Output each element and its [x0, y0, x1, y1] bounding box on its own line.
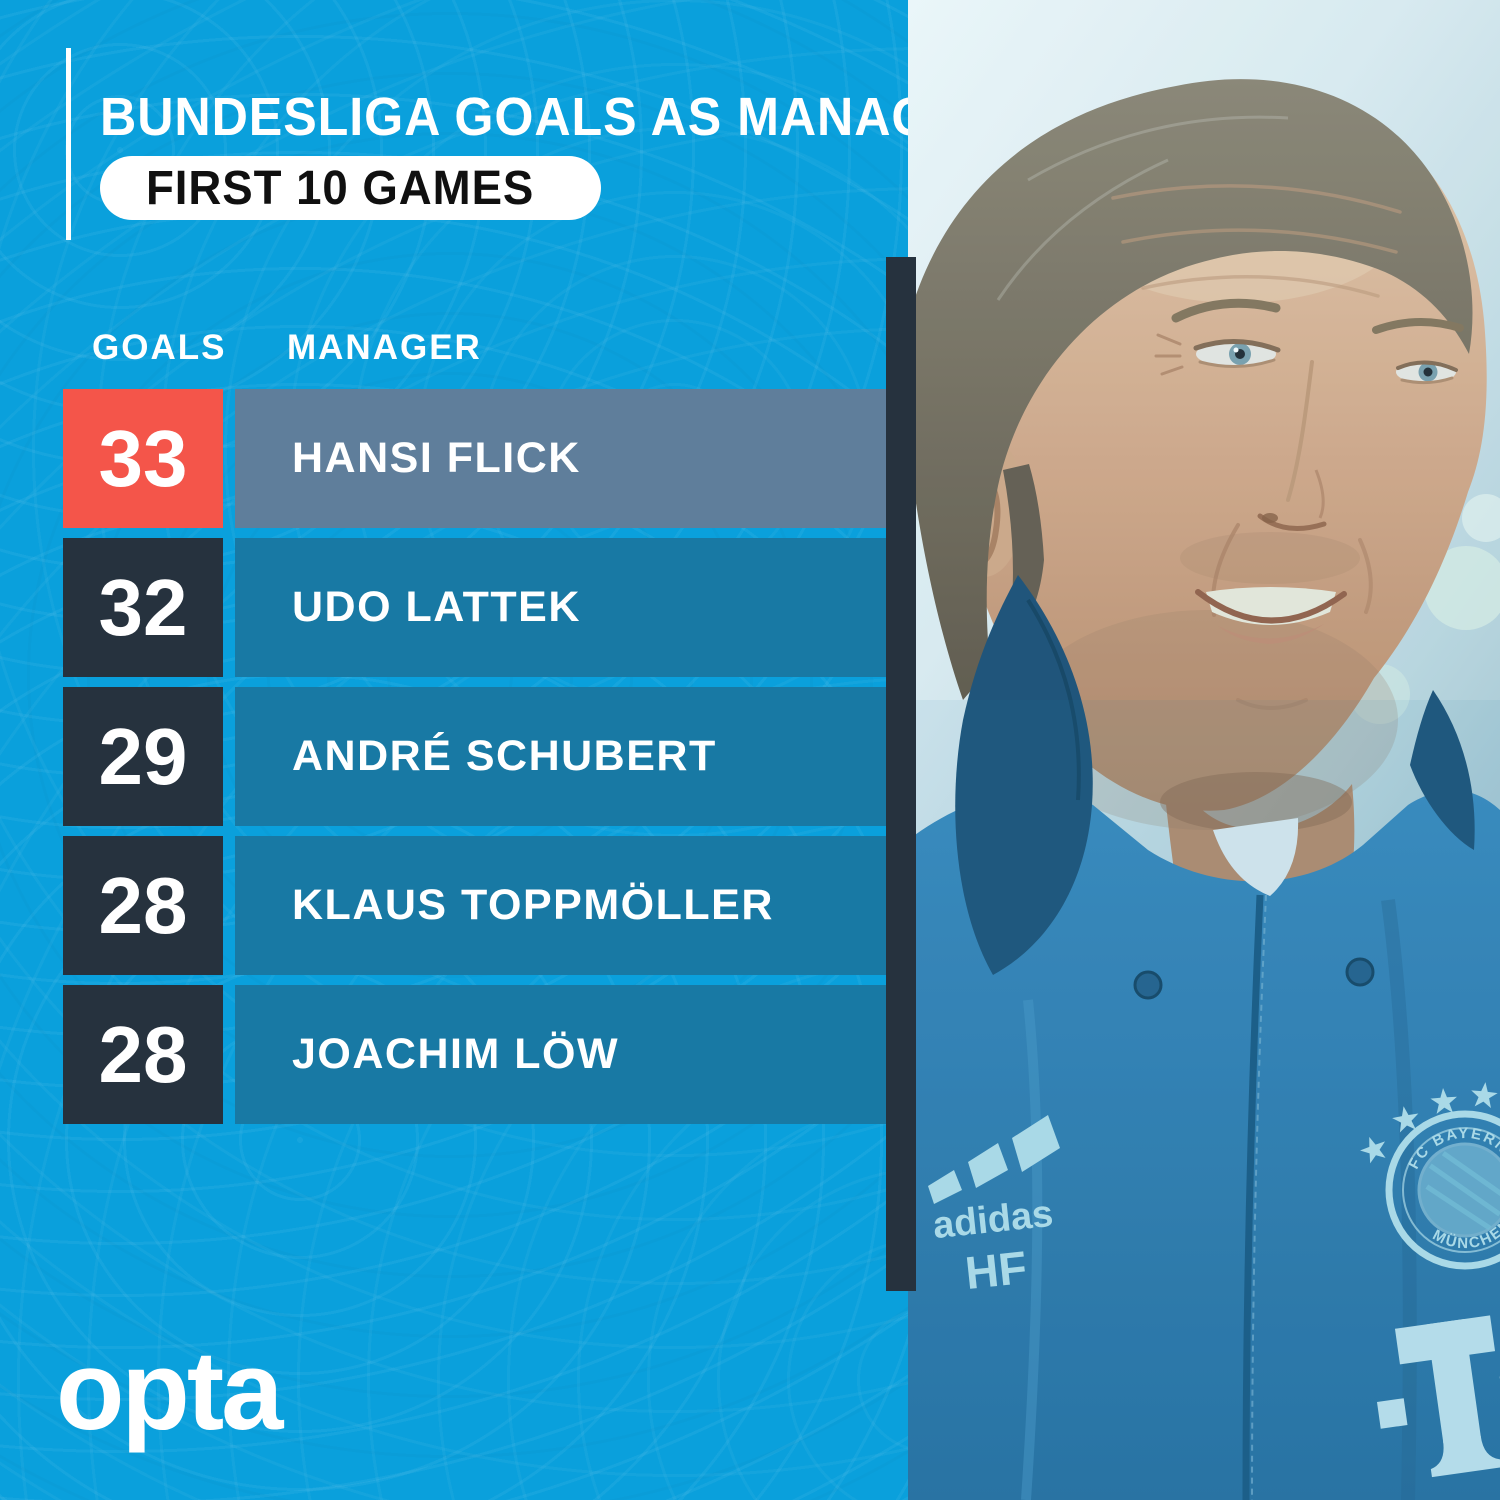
- manager-name: UDO LATTEK: [235, 538, 889, 677]
- shirt-collar: [1213, 818, 1299, 896]
- table-row: 29 ANDRÉ SCHUBERT: [63, 687, 889, 826]
- manager-photo-illustration: adidas HF FC BAYERN: [908, 0, 1500, 1500]
- snap-button: [1345, 957, 1375, 987]
- opta-logo: opta: [56, 1328, 283, 1453]
- manager-initials: HF: [963, 1241, 1029, 1299]
- manager-figure: [908, 79, 1487, 936]
- goals-value: 28: [63, 985, 223, 1124]
- jacket-collar-left: [955, 575, 1093, 975]
- snap-button: [1133, 970, 1163, 1000]
- jacket-collar-right: [1410, 690, 1475, 850]
- photo-tint-lower: [908, 700, 1500, 1500]
- table-row: 28 JOACHIM LÖW: [63, 985, 889, 1124]
- table-row: 28 KLAUS TOPPMÖLLER: [63, 836, 889, 975]
- table-row: 33 HANSI FLICK: [63, 389, 889, 528]
- eyes: [1193, 339, 1458, 385]
- manager-name: KLAUS TOPPMÖLLER: [235, 836, 889, 975]
- goals-value: 33: [63, 389, 223, 528]
- column-header-manager: MANAGER: [287, 328, 482, 367]
- page-title: BUNDESLIGA GOALS AS MANAGER: [100, 87, 1004, 147]
- zipper: [1242, 894, 1264, 1500]
- manager-name: ANDRÉ SCHUBERT: [235, 687, 889, 826]
- subtitle-pill: FIRST 10 GAMES: [100, 156, 601, 220]
- goals-value: 29: [63, 687, 223, 826]
- photo-divider-bar: [886, 257, 916, 1291]
- telekom-logo: [1376, 1315, 1500, 1478]
- manager-photo: adidas HF FC BAYERN: [908, 0, 1500, 1500]
- table-row: 32 UDO LATTEK: [63, 538, 889, 677]
- subtitle-text: FIRST 10 GAMES: [146, 161, 535, 215]
- jacket: adidas HF FC BAYERN: [908, 575, 1500, 1500]
- goals-value: 32: [63, 538, 223, 677]
- column-header-goals: GOALS: [92, 328, 227, 367]
- goals-value: 28: [63, 836, 223, 975]
- title-accent-line: [66, 48, 71, 240]
- manager-table: 33 HANSI FLICK 32 UDO LATTEK 29 ANDRÉ SCHUBER…: [63, 389, 889, 1134]
- manager-name: JOACHIM LÖW: [235, 985, 889, 1124]
- photo-tint: [908, 0, 1500, 1500]
- manager-name: HANSI FLICK: [235, 389, 889, 528]
